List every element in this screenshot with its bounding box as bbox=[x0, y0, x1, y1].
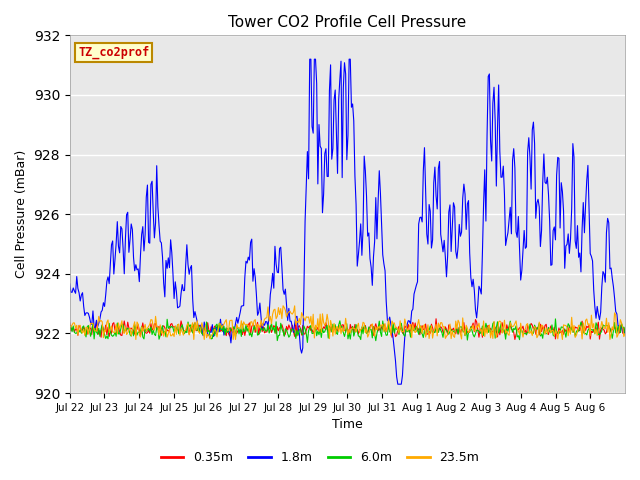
Legend: 0.35m, 1.8m, 6.0m, 23.5m: 0.35m, 1.8m, 6.0m, 23.5m bbox=[156, 446, 484, 469]
0.35m bbox=[475, 335, 483, 340]
23.5m bbox=[279, 303, 287, 309]
1.8m bbox=[406, 318, 413, 324]
1.8m bbox=[476, 286, 484, 292]
6.0m bbox=[66, 323, 74, 329]
6.0m bbox=[300, 323, 308, 329]
0.35m bbox=[300, 331, 308, 337]
Text: TZ_co2prof: TZ_co2prof bbox=[78, 46, 149, 60]
Line: 1.8m: 1.8m bbox=[70, 59, 625, 384]
6.0m bbox=[378, 334, 385, 339]
6.0m bbox=[572, 329, 580, 335]
1.8m bbox=[621, 328, 629, 334]
23.5m bbox=[406, 324, 413, 329]
6.0m bbox=[303, 339, 311, 345]
1.8m bbox=[300, 286, 308, 291]
X-axis label: Time: Time bbox=[332, 419, 363, 432]
1.8m bbox=[66, 281, 74, 287]
1.8m bbox=[394, 381, 402, 387]
23.5m bbox=[476, 327, 484, 333]
23.5m bbox=[621, 331, 629, 336]
0.35m bbox=[66, 320, 74, 326]
Y-axis label: Cell Pressure (mBar): Cell Pressure (mBar) bbox=[15, 150, 28, 278]
1.8m bbox=[239, 303, 246, 309]
0.35m bbox=[572, 325, 580, 331]
0.35m bbox=[511, 336, 519, 342]
0.35m bbox=[432, 316, 440, 322]
Title: Tower CO2 Profile Cell Pressure: Tower CO2 Profile Cell Pressure bbox=[228, 15, 467, 30]
23.5m bbox=[66, 324, 74, 329]
23.5m bbox=[302, 314, 310, 320]
Line: 0.35m: 0.35m bbox=[70, 319, 625, 339]
1.8m bbox=[572, 245, 580, 251]
6.0m bbox=[552, 316, 559, 322]
23.5m bbox=[572, 333, 580, 338]
1.8m bbox=[306, 56, 314, 62]
6.0m bbox=[621, 330, 629, 336]
0.35m bbox=[376, 328, 384, 334]
0.35m bbox=[239, 332, 246, 337]
6.0m bbox=[404, 328, 412, 334]
Line: 6.0m: 6.0m bbox=[70, 319, 625, 342]
0.35m bbox=[621, 330, 629, 336]
23.5m bbox=[132, 336, 140, 342]
23.5m bbox=[240, 319, 248, 325]
1.8m bbox=[378, 220, 385, 226]
6.0m bbox=[239, 321, 246, 327]
6.0m bbox=[475, 328, 483, 334]
Line: 23.5m: 23.5m bbox=[70, 306, 625, 339]
23.5m bbox=[379, 322, 387, 327]
0.35m bbox=[403, 326, 411, 332]
